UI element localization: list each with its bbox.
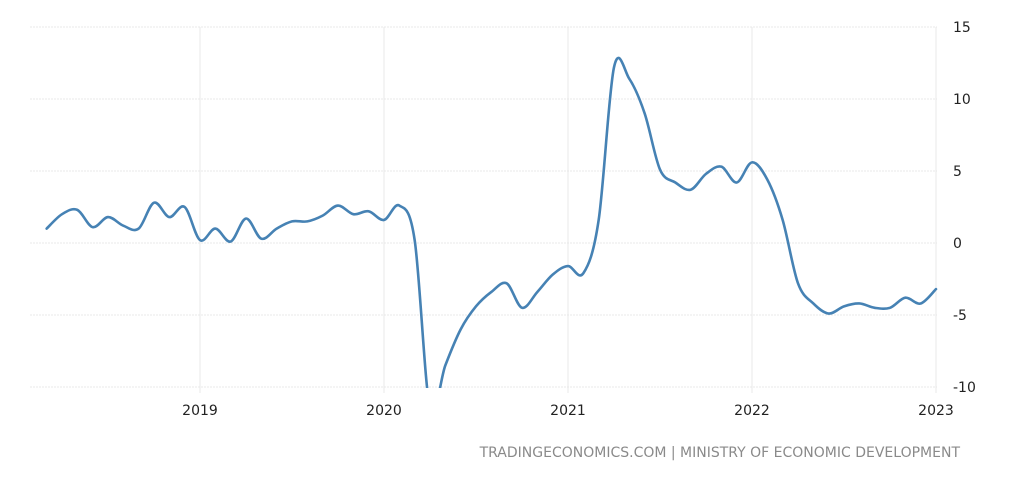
data-point-2018-12 bbox=[182, 204, 188, 210]
data-point-2022-03 bbox=[780, 217, 786, 223]
y-tick-label: 10 bbox=[953, 92, 971, 108]
data-point-2020-12 bbox=[550, 272, 556, 278]
data-point-2020-08 bbox=[488, 289, 494, 295]
data-point-2018-06 bbox=[90, 224, 96, 230]
grid bbox=[30, 26, 937, 393]
y-tick-label: -10 bbox=[953, 380, 976, 396]
data-point-2019-09 bbox=[320, 213, 326, 219]
data-point-2020-06 bbox=[458, 326, 464, 332]
data-points bbox=[44, 64, 939, 411]
y-tick-label: -5 bbox=[953, 308, 967, 324]
data-point-2021-04 bbox=[611, 64, 617, 70]
x-tick-label: 2019 bbox=[182, 403, 218, 419]
data-point-2022-01 bbox=[749, 159, 755, 165]
data-point-2020-10 bbox=[519, 305, 525, 311]
series-line bbox=[45, 56, 938, 388]
data-point-2022-09 bbox=[872, 305, 878, 311]
data-point-2022-05 bbox=[810, 300, 816, 306]
data-point-2020-11 bbox=[534, 289, 540, 295]
data-point-2022-04 bbox=[795, 280, 801, 286]
data-point-2021-01 bbox=[565, 263, 571, 269]
data-point-2020-03 bbox=[412, 237, 418, 243]
data-point-2018-03 bbox=[44, 226, 50, 232]
data-point-2021-03 bbox=[596, 217, 602, 223]
data-point-2020-04 bbox=[427, 406, 433, 412]
data-point-2021-02 bbox=[580, 270, 586, 276]
data-point-2019-01 bbox=[197, 237, 203, 243]
data-point-2021-12 bbox=[734, 180, 740, 186]
data-point-2022-07 bbox=[841, 303, 847, 309]
data-point-2020-05 bbox=[442, 362, 448, 368]
data-point-2022-08 bbox=[856, 300, 862, 306]
y-tick-label: 0 bbox=[953, 236, 962, 252]
x-tick-label: 2021 bbox=[550, 403, 586, 419]
data-point-2019-05 bbox=[258, 236, 264, 242]
data-point-2021-08 bbox=[672, 180, 678, 186]
x-tick-label: 2020 bbox=[366, 403, 402, 419]
data-point-2021-11 bbox=[718, 164, 724, 170]
data-point-2019-06 bbox=[274, 226, 280, 232]
data-point-2021-05 bbox=[626, 76, 632, 82]
data-point-2021-09 bbox=[688, 187, 694, 193]
data-point-2020-01 bbox=[381, 217, 387, 223]
data-point-2019-07 bbox=[289, 218, 295, 224]
x-axis: 2019 2020 2021 2022 2023 bbox=[182, 403, 954, 419]
x-tick-label: 2023 bbox=[918, 403, 954, 419]
data-point-2019-02 bbox=[212, 226, 218, 232]
data-point-2018-07 bbox=[105, 214, 111, 220]
data-point-2022-02 bbox=[764, 177, 770, 183]
data-point-2022-10 bbox=[887, 305, 893, 311]
data-point-2019-03 bbox=[228, 239, 234, 245]
y-tick-label: 5 bbox=[953, 164, 962, 180]
data-point-2020-02 bbox=[396, 203, 402, 209]
data-point-2020-07 bbox=[473, 303, 479, 309]
data-point-2018-10 bbox=[151, 200, 157, 206]
data-point-2021-06 bbox=[642, 110, 648, 116]
data-point-2018-09 bbox=[136, 226, 142, 232]
source-attribution: TRADINGECONOMICS.COM | MINISTRY OF ECONO… bbox=[479, 445, 961, 461]
data-point-2019-12 bbox=[366, 208, 372, 214]
data-point-2019-04 bbox=[243, 216, 249, 222]
data-point-2022-11 bbox=[902, 295, 908, 301]
data-point-2019-10 bbox=[335, 203, 341, 209]
y-axis: 15 10 5 0 -5 -10 bbox=[953, 20, 976, 396]
data-point-2021-07 bbox=[657, 167, 663, 173]
data-point-2018-08 bbox=[120, 223, 126, 229]
data-point-2019-11 bbox=[350, 211, 356, 217]
data-point-2018-11 bbox=[166, 214, 172, 220]
data-point-2022-12 bbox=[918, 300, 924, 306]
data-point-2018-04 bbox=[59, 211, 65, 217]
x-tick-label: 2022 bbox=[734, 403, 770, 419]
y-tick-label: 15 bbox=[953, 20, 971, 36]
data-point-2023-01 bbox=[933, 286, 939, 292]
data-point-2019-08 bbox=[304, 218, 310, 224]
data-point-2021-10 bbox=[703, 171, 709, 177]
data-point-2020-09 bbox=[504, 280, 510, 286]
data-point-2022-06 bbox=[826, 311, 832, 317]
data-point-2018-05 bbox=[74, 207, 80, 213]
